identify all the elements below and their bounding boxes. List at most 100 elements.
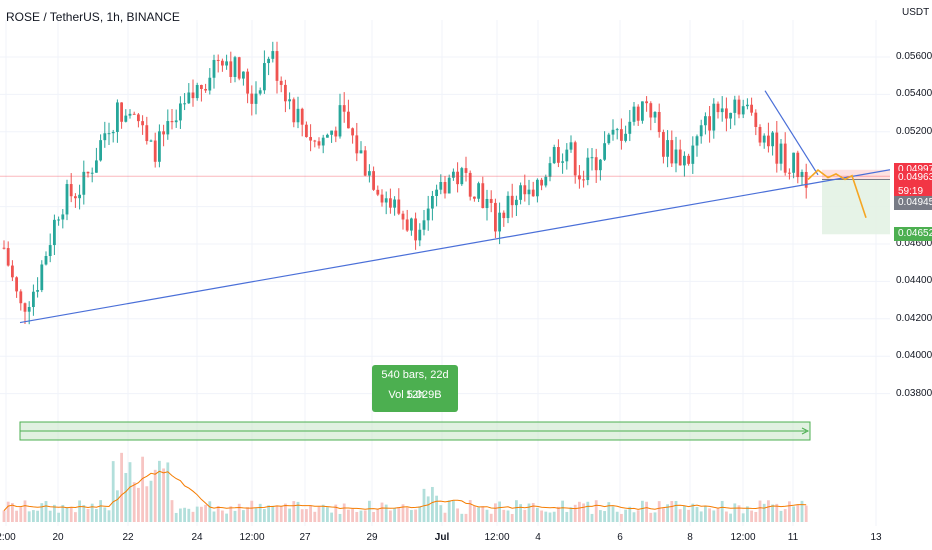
candle — [410, 218, 413, 231]
candle — [443, 182, 447, 194]
candle — [498, 212, 501, 232]
volume-bar — [309, 505, 312, 522]
candle — [708, 116, 711, 131]
volume-bar — [124, 472, 128, 522]
candle — [636, 106, 640, 121]
volume-bar — [384, 504, 388, 522]
volume-bar — [783, 509, 787, 522]
candle — [695, 136, 699, 146]
volume-bar — [662, 508, 665, 522]
volume-bar — [779, 510, 783, 522]
candle — [670, 140, 674, 164]
volume-bar — [53, 504, 56, 522]
volume-bar — [191, 511, 195, 522]
time-tick-label: 12:00 — [484, 532, 510, 543]
candle — [796, 152, 800, 178]
volume-bar — [288, 508, 291, 522]
candle — [456, 171, 459, 185]
time-tick-label: 2:00 — [0, 532, 16, 543]
volume-bar — [452, 500, 455, 522]
volume-bar — [582, 503, 585, 522]
volume-bar — [2, 510, 6, 522]
volume-bar — [544, 511, 548, 522]
volume-bar — [296, 501, 300, 522]
candle — [620, 129, 623, 141]
candle — [334, 130, 338, 137]
candle — [573, 142, 577, 176]
volume-bar — [695, 506, 699, 522]
volume-bar — [334, 504, 338, 522]
volume-bar — [800, 500, 804, 522]
volume-bar — [678, 509, 682, 522]
candle — [40, 264, 44, 291]
volume-bar — [531, 502, 535, 522]
volume-bar — [355, 511, 359, 522]
candle — [746, 104, 749, 107]
candle — [279, 80, 283, 85]
candle — [565, 149, 569, 162]
candle — [296, 108, 300, 123]
candle — [23, 303, 27, 312]
volume-bar — [267, 505, 270, 522]
volume-bar — [149, 480, 153, 522]
range-volume: Vol 5.029B — [388, 389, 442, 401]
price-tick-label: 0.03800 — [896, 387, 932, 399]
candle — [15, 277, 18, 292]
candle — [170, 121, 174, 123]
candle — [699, 125, 703, 137]
candle — [380, 194, 384, 203]
candle — [662, 132, 665, 157]
candle — [338, 105, 342, 137]
volume-bar — [145, 486, 149, 522]
time-tick-label: 4 — [535, 532, 541, 543]
candle — [741, 106, 745, 115]
candle — [288, 99, 291, 102]
candle — [120, 102, 123, 122]
candle — [359, 150, 363, 154]
candle — [523, 185, 527, 195]
support-trendline — [19, 169, 891, 324]
candle — [82, 171, 86, 195]
volume-bar — [208, 501, 212, 522]
volume-bar — [225, 513, 228, 522]
candle — [107, 133, 111, 135]
volume-bar — [649, 512, 653, 522]
candle — [397, 199, 401, 214]
candle — [477, 183, 480, 199]
volume-bar — [767, 500, 770, 522]
candle — [27, 307, 31, 312]
candle — [19, 291, 23, 304]
candle — [321, 137, 325, 146]
volume-bar — [527, 503, 531, 522]
drawings — [0, 90, 891, 441]
candle — [540, 179, 543, 186]
candle — [649, 103, 653, 118]
candle — [515, 199, 518, 206]
candle — [531, 189, 535, 197]
candle — [720, 108, 724, 113]
volume-bar — [221, 510, 224, 522]
entry-price-tag: 0.04945 — [894, 196, 932, 211]
volume-bar — [552, 511, 556, 522]
candle — [733, 99, 737, 113]
volume-bar — [200, 506, 203, 522]
candle — [405, 219, 409, 231]
volume-bar — [683, 506, 686, 522]
candle — [86, 171, 90, 174]
volume-bar — [725, 511, 728, 522]
volume-bar — [90, 503, 94, 522]
candle — [473, 196, 476, 199]
candle — [351, 128, 354, 136]
volume-bar — [250, 500, 254, 522]
candle — [2, 247, 6, 249]
candle — [447, 177, 451, 194]
volume-bar — [153, 469, 157, 522]
volume-bar — [762, 503, 766, 522]
candle — [158, 131, 161, 162]
volume-bar — [519, 504, 522, 522]
candle — [628, 121, 632, 134]
candle — [284, 84, 287, 102]
volume-bar — [741, 513, 745, 522]
volume-bar — [69, 507, 73, 522]
